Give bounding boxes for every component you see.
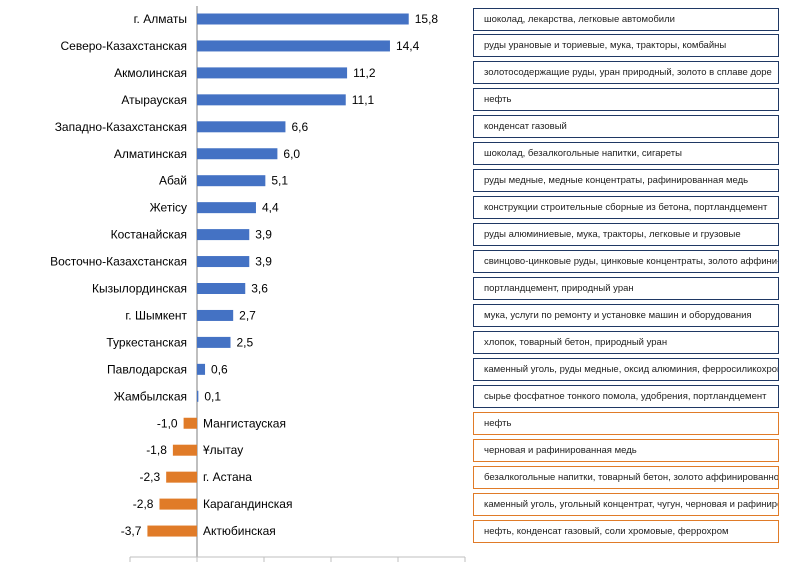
product-note-box: каменный уголь, угольный концентрат, чуг… [473,492,779,516]
product-note-box: сырье фосфатное тонкого помола, удобрени… [473,384,779,408]
value-label: 5,1 [271,174,288,188]
bar [197,363,206,375]
product-note-box: мука, услуги по ремонту и установке маши… [473,303,779,327]
category-label: Атырауская [121,93,187,107]
value-label: 2,5 [237,335,254,349]
product-note-box: нефть [473,411,779,435]
value-label: 15,8 [415,12,439,26]
product-note-box: черновая и рафинированная медь [473,438,779,462]
bar [172,444,197,456]
product-note-box: нефть, конденсат газовый, соли хромовые,… [473,519,779,543]
bar [197,121,286,133]
value-label: 6,6 [291,120,308,134]
product-note-box: каменный уголь, руды медные, оксид алюми… [473,357,779,381]
bar [197,229,250,241]
category-label: Абай [159,174,187,188]
product-note-box: портландцемент, природный уран [473,277,779,300]
bar [197,309,234,321]
value-label: 6,0 [283,147,300,161]
bar [197,40,390,52]
product-note-box: хлопок, товарный бетон, природный уран [473,330,779,354]
bar [159,498,197,510]
category-label: Жамбылская [114,389,187,403]
product-note-box: шоколад, безалкогольные напитки, сигарет… [473,142,779,166]
bar [197,175,266,187]
product-note-box: шоколад, лекарства, легковые автомобили [473,7,779,31]
product-note-box: руды алюминиевые, мука, тракторы, легков… [473,223,779,247]
product-note-box: нефть [473,88,779,112]
product-note-box: конденсат газовый [473,115,779,139]
category-label: Мангистауская [203,416,286,430]
bar [147,525,197,537]
value-label: -2,3 [139,470,160,484]
value-label: 11,1 [352,93,375,107]
category-label: Западно-Казахстанская [55,120,187,134]
category-label: Алматинская [114,147,187,161]
category-label: г. Шымкент [125,308,187,322]
product-note-box: безалкогольные напитки, товарный бетон, … [473,465,779,489]
product-note-box: свинцово-цинковые руды, цинковые концент… [473,250,779,274]
value-label: 14,4 [396,39,420,53]
category-label: Карагандинская [203,497,292,511]
value-label: 11,2 [353,66,376,80]
value-label: -1,8 [146,443,167,457]
value-label: 4,4 [262,201,279,215]
value-label: 3,9 [255,255,272,269]
product-note-box: конструкции строительные сборные из бето… [473,196,779,220]
category-label: Туркестанская [106,335,187,349]
value-label: 2,7 [239,308,256,322]
value-label: 3,6 [251,282,268,296]
category-label: г. Астана [203,470,252,484]
bar [197,283,246,294]
category-label: Павлодарская [107,362,187,376]
bar [197,256,250,268]
value-label: 0,6 [211,362,228,376]
product-note-box: золотосодержащие руды, уран природный, з… [473,61,779,85]
category-label: Северо-Казахстанская [60,39,187,53]
category-label: Кызылординская [92,282,187,296]
category-label: Костанайская [111,228,187,242]
bar [197,148,278,160]
value-label: -3,7 [121,524,142,538]
bar [197,13,409,25]
value-label: -1,0 [157,416,178,430]
bar [197,94,346,106]
category-label: г. Алматы [134,12,187,26]
value-label: -2,8 [133,497,154,511]
category-label: Восточно-Казахстанская [50,255,187,269]
category-label: Актюбинская [203,524,276,538]
bar [166,471,197,483]
bar-chart: г. Алматы 15,8 Северо-Казахстанская 14,4 Акм… [50,6,466,562]
bar [197,67,348,79]
value-label: 3,9 [255,228,272,242]
bar [197,336,231,348]
category-label: Жетісу [150,201,187,215]
bar [197,202,256,214]
bar [197,390,199,402]
category-label: Акмолинская [114,66,187,80]
bar [183,417,197,429]
product-note-box: руды урановые и ториевые, мука, тракторы… [473,34,779,58]
product-note-box: руды медные, медные концентраты, рафинир… [473,169,779,193]
value-label: 0,1 [204,389,221,403]
category-label: Ұлытау [203,443,243,457]
